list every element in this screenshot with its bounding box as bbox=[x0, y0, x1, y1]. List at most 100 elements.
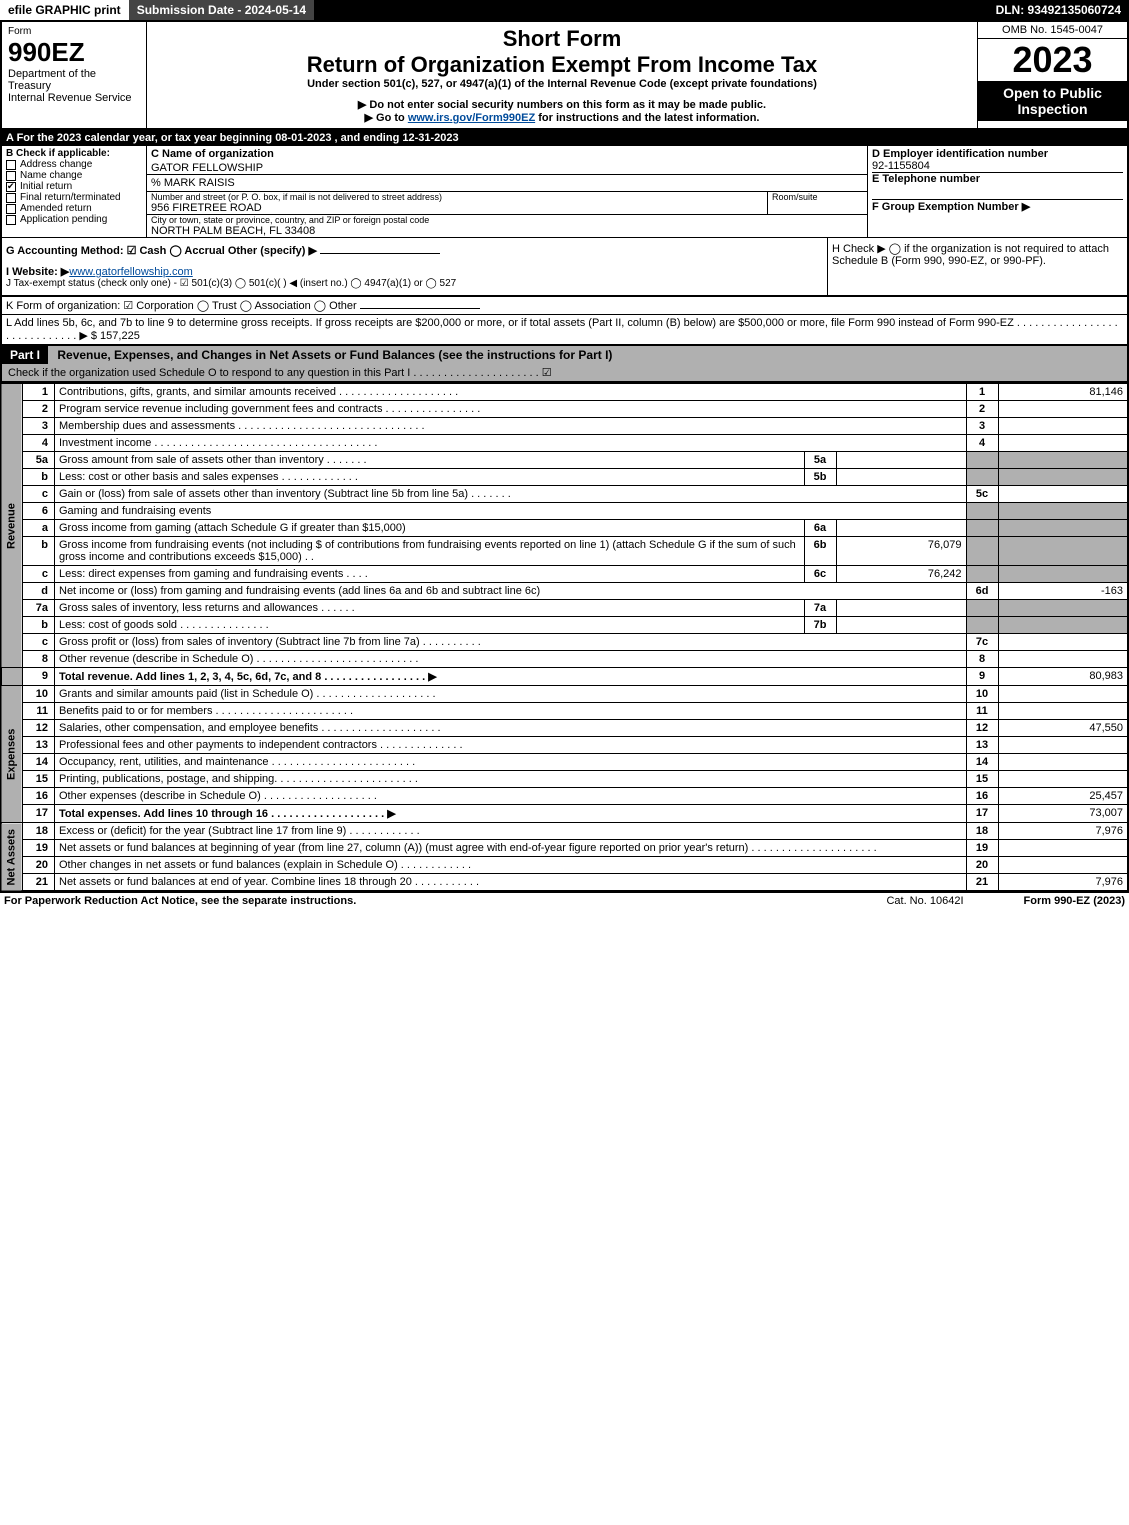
tax-year: 2023 bbox=[978, 39, 1127, 81]
cb-amended-return[interactable]: Amended return bbox=[6, 203, 142, 214]
line-16-code: 16 bbox=[966, 788, 998, 805]
line-6c-midcode: 6c bbox=[804, 566, 836, 583]
room-suite-label: Room/suite bbox=[767, 192, 867, 214]
form-word: Form bbox=[8, 26, 140, 37]
part1-header: Part I Revenue, Expenses, and Changes in… bbox=[0, 346, 1129, 383]
line-17-amt: 73,007 bbox=[998, 805, 1128, 823]
line-4-desc: Investment income . . . . . . . . . . . … bbox=[55, 435, 967, 452]
line-5a-desc: Gross amount from sale of assets other t… bbox=[55, 452, 805, 469]
line-4-amt bbox=[998, 435, 1128, 452]
line-3-num: 3 bbox=[23, 418, 55, 435]
line-1-desc: Contributions, gifts, grants, and simila… bbox=[55, 384, 967, 401]
line-14-desc: Occupancy, rent, utilities, and maintena… bbox=[55, 754, 967, 771]
line-10-code: 10 bbox=[966, 686, 998, 703]
cb-application-pending[interactable]: Application pending bbox=[6, 214, 142, 225]
e-label: E Telephone number bbox=[872, 172, 1123, 185]
g-accounting: G Accounting Method: ☑ Cash ◯ Accrual Ot… bbox=[6, 244, 823, 257]
shade-5b-amt bbox=[998, 469, 1128, 486]
line-6-desc: Gaming and fundraising events bbox=[55, 503, 967, 520]
shade-6 bbox=[966, 503, 998, 520]
line-8-desc: Other revenue (describe in Schedule O) .… bbox=[55, 651, 967, 668]
line-18-code: 18 bbox=[966, 823, 998, 840]
line-17-desc: Total expenses. Add lines 10 through 16 … bbox=[55, 805, 967, 823]
f-label: F Group Exemption Number ▶ bbox=[872, 199, 1123, 213]
line-6d-amt: -163 bbox=[998, 583, 1128, 600]
line-12-desc: Salaries, other compensation, and employ… bbox=[55, 720, 967, 737]
line-7c-num: c bbox=[23, 634, 55, 651]
shade-5a bbox=[966, 452, 998, 469]
line-21-code: 21 bbox=[966, 874, 998, 892]
h-check: H Check ▶ ◯ if the organization is not r… bbox=[827, 238, 1127, 295]
line-8-code: 8 bbox=[966, 651, 998, 668]
form-header: Form 990EZ Department of the Treasury In… bbox=[0, 20, 1129, 130]
shade-5a-amt bbox=[998, 452, 1128, 469]
line-13-num: 13 bbox=[23, 737, 55, 754]
line-6c-num: c bbox=[23, 566, 55, 583]
omb-number: OMB No. 1545-0047 bbox=[978, 22, 1127, 39]
shade-7b bbox=[966, 617, 998, 634]
line-5b-desc: Less: cost or other basis and sales expe… bbox=[55, 469, 805, 486]
section-a: A For the 2023 calendar year, or tax yea… bbox=[0, 130, 1129, 146]
line-18-num: 18 bbox=[23, 823, 55, 840]
line-9-desc: Total revenue. Add lines 1, 2, 3, 4, 5c,… bbox=[55, 668, 967, 686]
line-15-desc: Printing, publications, postage, and shi… bbox=[55, 771, 967, 788]
line-14-amt bbox=[998, 754, 1128, 771]
website-link[interactable]: www.gatorfellowship.com bbox=[69, 266, 193, 278]
line-2-code: 2 bbox=[966, 401, 998, 418]
line-19-desc: Net assets or fund balances at beginning… bbox=[55, 840, 967, 857]
cb-final-return[interactable]: Final return/terminated bbox=[6, 192, 142, 203]
shade-7a bbox=[966, 600, 998, 617]
cb-initial-return[interactable]: Initial return bbox=[6, 181, 142, 192]
top-bar: efile GRAPHIC print Submission Date - 20… bbox=[0, 0, 1129, 20]
open-to-public: Open to Public Inspection bbox=[978, 81, 1127, 121]
line-6b-midamt: 76,079 bbox=[836, 537, 966, 566]
shade-6b-amt bbox=[998, 537, 1128, 566]
c-label: C Name of organization bbox=[147, 146, 867, 162]
line-6b-desc: Gross income from fundraising events (no… bbox=[55, 537, 805, 566]
section-def: D Employer identification number 92-1155… bbox=[867, 146, 1127, 237]
line-9-amt: 80,983 bbox=[998, 668, 1128, 686]
line-21-num: 21 bbox=[23, 874, 55, 892]
line-5b-num: b bbox=[23, 469, 55, 486]
shade-5b bbox=[966, 469, 998, 486]
line-6a-midamt bbox=[836, 520, 966, 537]
subtitle-goto: ▶ Go to www.irs.gov/Form990EZ for instru… bbox=[151, 111, 973, 124]
line-6a-num: a bbox=[23, 520, 55, 537]
efile-label[interactable]: efile GRAPHIC print bbox=[0, 0, 129, 20]
line-21-amt: 7,976 bbox=[998, 874, 1128, 892]
line-7a-midamt bbox=[836, 600, 966, 617]
line-11-code: 11 bbox=[966, 703, 998, 720]
title-return: Return of Organization Exempt From Incom… bbox=[151, 52, 973, 78]
line-5c-desc: Gain or (loss) from sale of assets other… bbox=[55, 486, 967, 503]
line-7a-desc: Gross sales of inventory, less returns a… bbox=[55, 600, 805, 617]
form-number: 990EZ bbox=[8, 37, 140, 68]
title-short-form: Short Form bbox=[151, 26, 973, 52]
line-8-amt bbox=[998, 651, 1128, 668]
line-18-amt: 7,976 bbox=[998, 823, 1128, 840]
line-7a-num: 7a bbox=[23, 600, 55, 617]
cb-name-change[interactable]: Name change bbox=[6, 170, 142, 181]
line-13-code: 13 bbox=[966, 737, 998, 754]
line-17-code: 17 bbox=[966, 805, 998, 823]
ein: 92-1155804 bbox=[872, 160, 1123, 172]
line-6d-code: 6d bbox=[966, 583, 998, 600]
cb-address-change[interactable]: Address change bbox=[6, 159, 142, 170]
line-3-code: 3 bbox=[966, 418, 998, 435]
line-3-amt bbox=[998, 418, 1128, 435]
line-11-num: 11 bbox=[23, 703, 55, 720]
line-7b-midcode: 7b bbox=[804, 617, 836, 634]
paperwork-notice: For Paperwork Reduction Act Notice, see … bbox=[4, 895, 356, 907]
line-1-code: 1 bbox=[966, 384, 998, 401]
netassets-sidelabel: Net Assets bbox=[1, 823, 23, 892]
line-9-code: 9 bbox=[966, 668, 998, 686]
line-11-amt bbox=[998, 703, 1128, 720]
line-9-num: 9 bbox=[23, 668, 55, 686]
line-6d-desc: Net income or (loss) from gaming and fun… bbox=[55, 583, 967, 600]
d-label: D Employer identification number bbox=[872, 148, 1123, 160]
line-7b-num: b bbox=[23, 617, 55, 634]
irs-link[interactable]: www.irs.gov/Form990EZ bbox=[408, 112, 535, 124]
subtitle-ssn: ▶ Do not enter social security numbers o… bbox=[151, 98, 973, 111]
line-20-amt bbox=[998, 857, 1128, 874]
b-label: B Check if applicable: bbox=[6, 148, 142, 159]
part1-table: Revenue 1 Contributions, gifts, grants, … bbox=[0, 383, 1129, 892]
